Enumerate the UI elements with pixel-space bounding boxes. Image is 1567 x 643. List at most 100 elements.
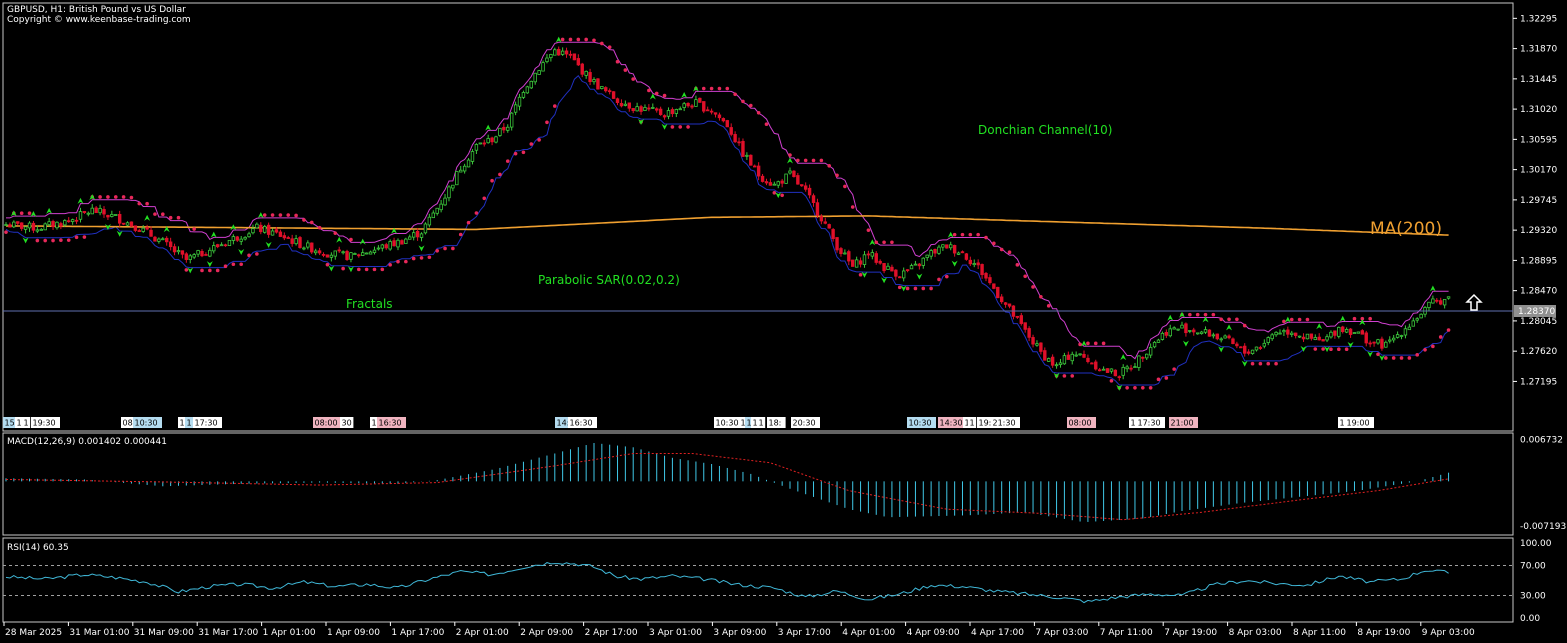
sar-dot [325,262,330,267]
candle-body [517,96,522,107]
sar-dot [1164,376,1169,380]
candle-body [1333,330,1337,336]
sar-dot [1431,344,1435,349]
candle-body [553,49,557,56]
candle-body [890,266,894,272]
candle-body [549,54,553,59]
candle-body [137,230,141,232]
candle-body [1082,353,1086,358]
candle-body [1101,368,1106,371]
candle-body [803,185,808,190]
candle-body [1172,327,1176,330]
sar-dot [1062,374,1067,378]
fractal-down-arrow [22,237,29,244]
fractal-down-arrow [1182,340,1189,347]
sar-dot [560,37,565,42]
sar-dot [1438,335,1443,339]
fractal-down-arrow [916,273,923,280]
candle-body [713,112,718,115]
chart-title: GBPUSD, H1: British Pound vs US Dollar [7,5,186,15]
candle-body [1058,362,1063,365]
fractal-down-arrow [1324,346,1331,353]
sar-dot [1219,317,1223,322]
sar-dot [239,262,243,267]
candle-body [1152,341,1157,348]
sar-dot [1007,250,1012,255]
session-tag-bg [977,417,996,428]
candle-body [1325,336,1329,341]
sar-dot [1423,347,1427,352]
session-tag-text: 1 [759,419,764,428]
candle-body [196,250,200,255]
candle-body [831,229,835,239]
candle-body [1215,333,1219,340]
candle-body [133,225,138,231]
fractal-down-arrow [1367,351,1374,358]
candle-body [619,102,624,107]
candle-body [1435,299,1439,302]
candle-body [623,103,628,106]
candle-body [1344,329,1349,333]
sar-dot [1297,317,1302,322]
candle-body [74,219,79,222]
candle-body [1188,330,1192,332]
candle-body [1180,324,1184,329]
candle-body [905,269,910,272]
sar-dot [600,41,604,46]
candle-body [1047,358,1051,362]
sar-dot [1399,356,1404,360]
candle-body [247,233,251,238]
sar-dot [647,88,651,93]
sar-dot [725,86,730,91]
x-tick-label: 1 Apr 09:00 [327,628,380,638]
candle-body [1117,376,1121,379]
session-tag-bg [340,417,354,428]
sar-dot [717,86,722,91]
sar-dot [741,99,745,104]
candle-body [313,250,318,254]
candle-body [447,186,451,199]
sar-dot [1274,361,1278,366]
sar-dot [1352,316,1357,321]
macd-signal-line [6,453,1449,521]
sar-dot [1070,374,1075,378]
sar-dot [1329,347,1333,352]
candle-body [1282,330,1286,333]
candle-body [337,249,341,252]
session-tag-bg [377,417,406,428]
candle-body [23,226,28,230]
x-tick-label: 7 Apr 03:00 [1035,628,1088,638]
ma200-label: MA(200) [1370,219,1442,239]
candle-body [1207,329,1212,337]
candle-body [557,48,561,56]
candle-body [886,265,890,270]
candle-body [1203,329,1208,333]
candle-body [1148,347,1153,356]
session-tag-text: 17:30 [1138,419,1161,428]
candle-body [82,210,87,213]
sar-dot [607,45,612,49]
sar-dot [474,211,479,215]
sar-dot [615,59,620,64]
rsi-label: RSI(14) 60.35 [7,543,69,553]
candle-body [878,260,882,264]
candle-body [533,72,537,83]
candle-body [1062,355,1067,365]
candle-body [1007,303,1012,307]
candle-body [776,181,780,186]
sar-dot [811,158,816,163]
sar-dot [1046,304,1051,308]
candle-body [1097,369,1102,372]
session-tag-text: 21:00 [1171,419,1194,428]
candle-body [604,87,608,92]
y-tick-label: 1.32295 [1520,14,1557,24]
fractal-down-arrow [116,230,123,237]
candle-body [580,63,584,75]
x-tick-label: 7 Apr 11:00 [1100,628,1153,638]
fractal-down-arrow [206,261,213,268]
candle-body [513,104,518,113]
candle-body [901,270,906,279]
session-tag-text: 1 [1131,419,1136,428]
candle-body [161,238,165,241]
